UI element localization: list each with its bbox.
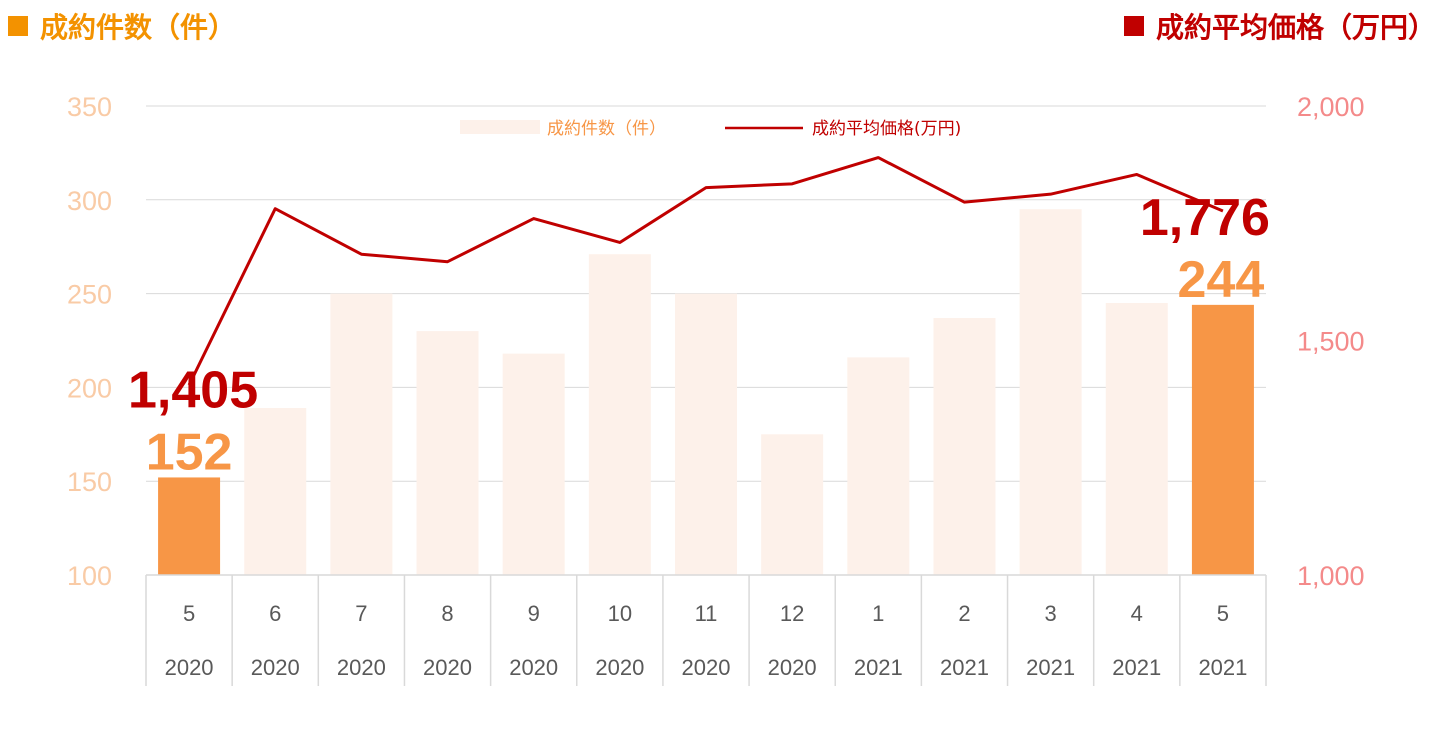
count-data-label: 244 (1178, 251, 1265, 309)
year-label: 2020 (768, 655, 817, 680)
legend-bar-label: 成約件数（件） (547, 119, 666, 139)
bar (1019, 209, 1082, 575)
bar (588, 254, 651, 576)
right-header-square-icon (1123, 16, 1144, 36)
bar (1191, 304, 1254, 575)
month-label: 1 (872, 601, 884, 626)
right-tick-label: 1,500 (1297, 327, 1365, 357)
month-label: 6 (269, 601, 281, 626)
year-label: 2020 (165, 655, 214, 680)
month-label: 5 (1217, 601, 1229, 626)
count-data-label: 152 (146, 423, 233, 481)
year-label: 2020 (337, 655, 386, 680)
year-label: 2021 (854, 655, 903, 680)
year-label: 2020 (595, 655, 644, 680)
left-header-title: 成約件数（件） (40, 11, 237, 44)
year-label: 2021 (1026, 655, 1075, 680)
right-axis-header: 成約平均価格（万円） (1123, 6, 1436, 46)
left-tick-label: 200 (67, 373, 112, 403)
bar (502, 353, 565, 575)
bar (158, 477, 221, 575)
month-label: 2 (958, 601, 970, 626)
left-tick-label: 250 (67, 280, 112, 310)
bar (1105, 302, 1168, 575)
right-axis-ticks: 1,000 1,500 2,000 (1297, 92, 1365, 591)
left-axis-header: 成約件数（件） (8, 6, 236, 46)
bar (675, 293, 737, 575)
year-label: 2020 (251, 655, 300, 680)
line-series (187, 156, 1224, 386)
left-tick-label: 100 (67, 561, 112, 591)
year-label: 2021 (1198, 655, 1247, 680)
bar (933, 317, 996, 575)
left-tick-label: 150 (67, 467, 112, 497)
price-line (187, 156, 1224, 386)
price-data-label: 1,776 (1140, 189, 1270, 247)
left-axis-ticks: 100 150 200 250 300 350 (67, 92, 112, 591)
legend-bar-swatch (460, 120, 540, 134)
year-label: 2020 (423, 655, 472, 680)
month-label: 10 (608, 601, 632, 626)
year-label: 2021 (940, 655, 989, 680)
month-label: 12 (780, 601, 804, 626)
bar (244, 408, 307, 575)
right-tick-label: 2,000 (1297, 92, 1365, 122)
bar (330, 293, 393, 575)
bar (761, 434, 824, 575)
month-label: 11 (695, 601, 718, 626)
right-header-title: 成約平均価格（万円） (1155, 11, 1436, 44)
bar (847, 357, 910, 575)
month-label: 3 (1044, 601, 1056, 626)
left-tick-label: 350 (67, 92, 112, 122)
year-label: 2020 (682, 655, 731, 680)
legend: 成約件数（件） 成約平均価格(万円) (460, 119, 961, 139)
bar-series (158, 209, 1254, 576)
month-label: 5 (183, 601, 195, 626)
year-label: 2020 (509, 655, 558, 680)
month-label: 7 (355, 601, 367, 626)
month-label: 8 (441, 601, 453, 626)
month-label: 9 (528, 601, 540, 626)
right-tick-label: 1,000 (1297, 561, 1365, 591)
category-axis: 5202062020720208202092020102020112020122… (145, 574, 1267, 686)
legend-line-label: 成約平均価格(万円) (812, 119, 961, 139)
left-header-square-icon (8, 16, 28, 36)
left-tick-label: 300 (67, 186, 112, 216)
price-data-label: 1,405 (128, 361, 258, 419)
year-label: 2021 (1112, 655, 1161, 680)
month-label: 4 (1131, 601, 1143, 626)
bar (416, 331, 479, 575)
